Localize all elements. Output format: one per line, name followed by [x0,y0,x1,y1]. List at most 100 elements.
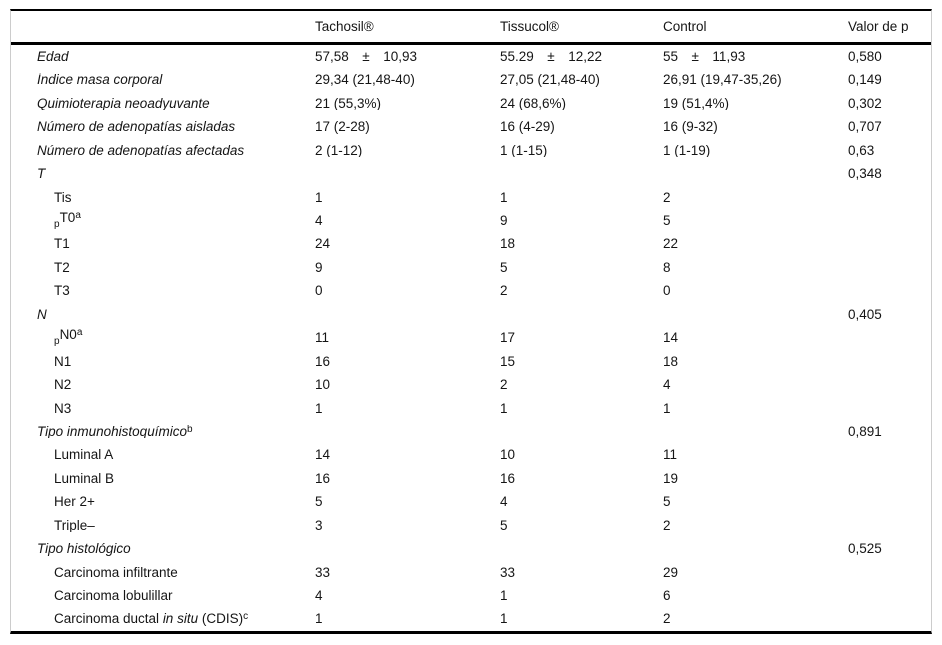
label-segment: Quimioterapia neoadyuvante [37,96,210,111]
table-row: N 0,405 [11,303,931,326]
label-segment: c [243,612,249,623]
row-label: Luminal A [11,448,315,462]
cell-p-value: 0,580 [848,49,882,64]
table-row: Carcinoma ductal in situ (CDIS)c 1 1 2 [11,608,931,631]
table-row: N2 10 2 4 [11,373,931,396]
table-row: pT0a 4 9 5 [11,209,931,232]
cell-p-value: 0,525 [848,542,882,556]
row-label: Índice masa corporal [11,73,315,87]
cell-control: 22 [663,237,679,251]
label-segment: Carcinoma lobulillar [54,589,173,603]
cell-tissucol: 9 [500,214,508,228]
cell-tissucol: 1 [500,612,508,626]
header-tachosil: Tachosil® [315,19,374,34]
label-segment: T2 [54,260,70,275]
cell-p-value: 0,891 [848,424,882,439]
cell-tachosil: 3 [315,518,323,533]
table-row: Carcinoma infiltrante 33 33 29 [11,561,931,584]
label-segment: Número de adenopatías afectadas [37,143,245,158]
row-label: Tipo histológico [11,542,315,556]
row-label: T [11,167,315,181]
cell-tissucol: 4 [500,495,508,509]
label-segment: N0 [59,328,77,343]
cell-tachosil: 9 [315,260,323,275]
label-segment: Luminal B [54,471,115,486]
header-p-value: Valor de p [848,19,909,34]
label-segment: Her 2+ [54,495,95,509]
table-row: T3 0 2 0 [11,279,931,302]
row-label: pT0a [11,211,315,230]
header-control: Control [663,19,707,34]
cell-tissucol: 24 (68,6%) [500,96,567,111]
row-label: T3 [11,284,315,298]
label-segment: T1 [54,237,70,251]
cell-control: 0 [663,284,671,298]
cell-tissucol: 27,05 (21,48-40) [500,73,600,87]
cell-control: 5 [663,214,671,228]
cell-tachosil: 17 (2-28) [315,120,370,134]
cell-control: 2 [663,518,671,533]
table-row: Luminal A 14 10 11 [11,443,931,466]
label-segment: a [75,211,81,222]
table-row: Tipo histológico 0,525 [11,537,931,560]
cell-control: 55 ± 11,93 [663,49,746,64]
table-row: N3 1 1 1 [11,397,931,420]
cell-tissucol: 15 [500,354,516,369]
row-label: pN0a [11,328,315,347]
row-label: Tipo inmunohistoquímicob [11,425,315,439]
row-label: Número de adenopatías aisladas [11,120,315,134]
row-label: Carcinoma ductal in situ (CDIS)c [11,612,315,626]
table-row: T2 9 5 8 [11,256,931,279]
table-row: Índice masa corporal 29,34 (21,48-40) 27,0… [11,68,931,91]
row-label: Her 2+ [11,495,315,509]
cell-tissucol: 10 [500,448,516,462]
cell-tachosil: 16 [315,354,331,369]
cell-tachosil: 4 [315,214,323,228]
cell-p-value: 0,149 [848,73,882,87]
cell-control: 29 [663,565,679,580]
label-segment: N2 [54,378,72,392]
cell-tachosil: 2 (1-12) [315,143,363,158]
cell-tissucol: 2 [500,378,508,392]
table-row: pN0a 11 17 14 [11,326,931,349]
cell-tissucol: 33 [500,565,516,580]
row-label: N1 [11,355,315,369]
table-row: Tis 1 1 2 [11,186,931,209]
label-segment: p [54,219,60,231]
cell-tachosil: 11 [315,331,330,345]
cell-tissucol: 1 [500,589,508,603]
cell-tachosil: 4 [315,589,323,603]
table-row: Edad 57,58 ± 10,93 55.29 ± 12,22 55 ± 11,93… [11,45,931,68]
label-segment: Luminal A [54,448,114,462]
cell-tissucol: 16 (4-29) [500,120,555,134]
cell-control: 1 [663,401,671,416]
row-label: Carcinoma infiltrante [11,566,315,580]
cell-tachosil: 5 [315,495,323,509]
cell-tissucol: 1 [500,401,508,416]
table-row: T 0,348 [11,162,931,185]
label-segment: in situ [162,612,199,626]
table-row: T1 24 18 22 [11,233,931,256]
label-segment: T [37,167,46,181]
label-segment: Número de adenopatías aisladas [37,120,236,134]
label-segment: p [54,336,60,348]
label-segment: Carcinoma infiltrante [54,565,178,580]
label-segment: Triple– [54,518,95,533]
table-row: Número de adenopatías aisladas 17 (2-28) 1… [11,115,931,138]
label-segment: Índice masa corporal [37,73,163,87]
table-row: N1 16 15 18 [11,350,931,373]
cell-p-value: 0,405 [848,307,882,322]
row-label: N2 [11,378,315,392]
cell-tachosil: 1 [315,612,323,626]
cell-tachosil: 10 [315,378,331,392]
cell-p-value: 0,707 [848,120,882,134]
row-label: Quimioterapia neoadyuvante [11,97,315,111]
table-row: Luminal B 16 16 19 [11,467,931,490]
label-segment: T0 [59,211,76,226]
row-label: N [11,308,315,322]
row-label: Número de adenopatías afectadas [11,144,315,158]
table-header-row: Tachosil® Tissucol® Control Valor de p [11,11,931,45]
cell-control: 2 [663,190,671,205]
cell-control: 16 (9-32) [663,120,718,134]
cell-tachosil: 0 [315,284,323,298]
